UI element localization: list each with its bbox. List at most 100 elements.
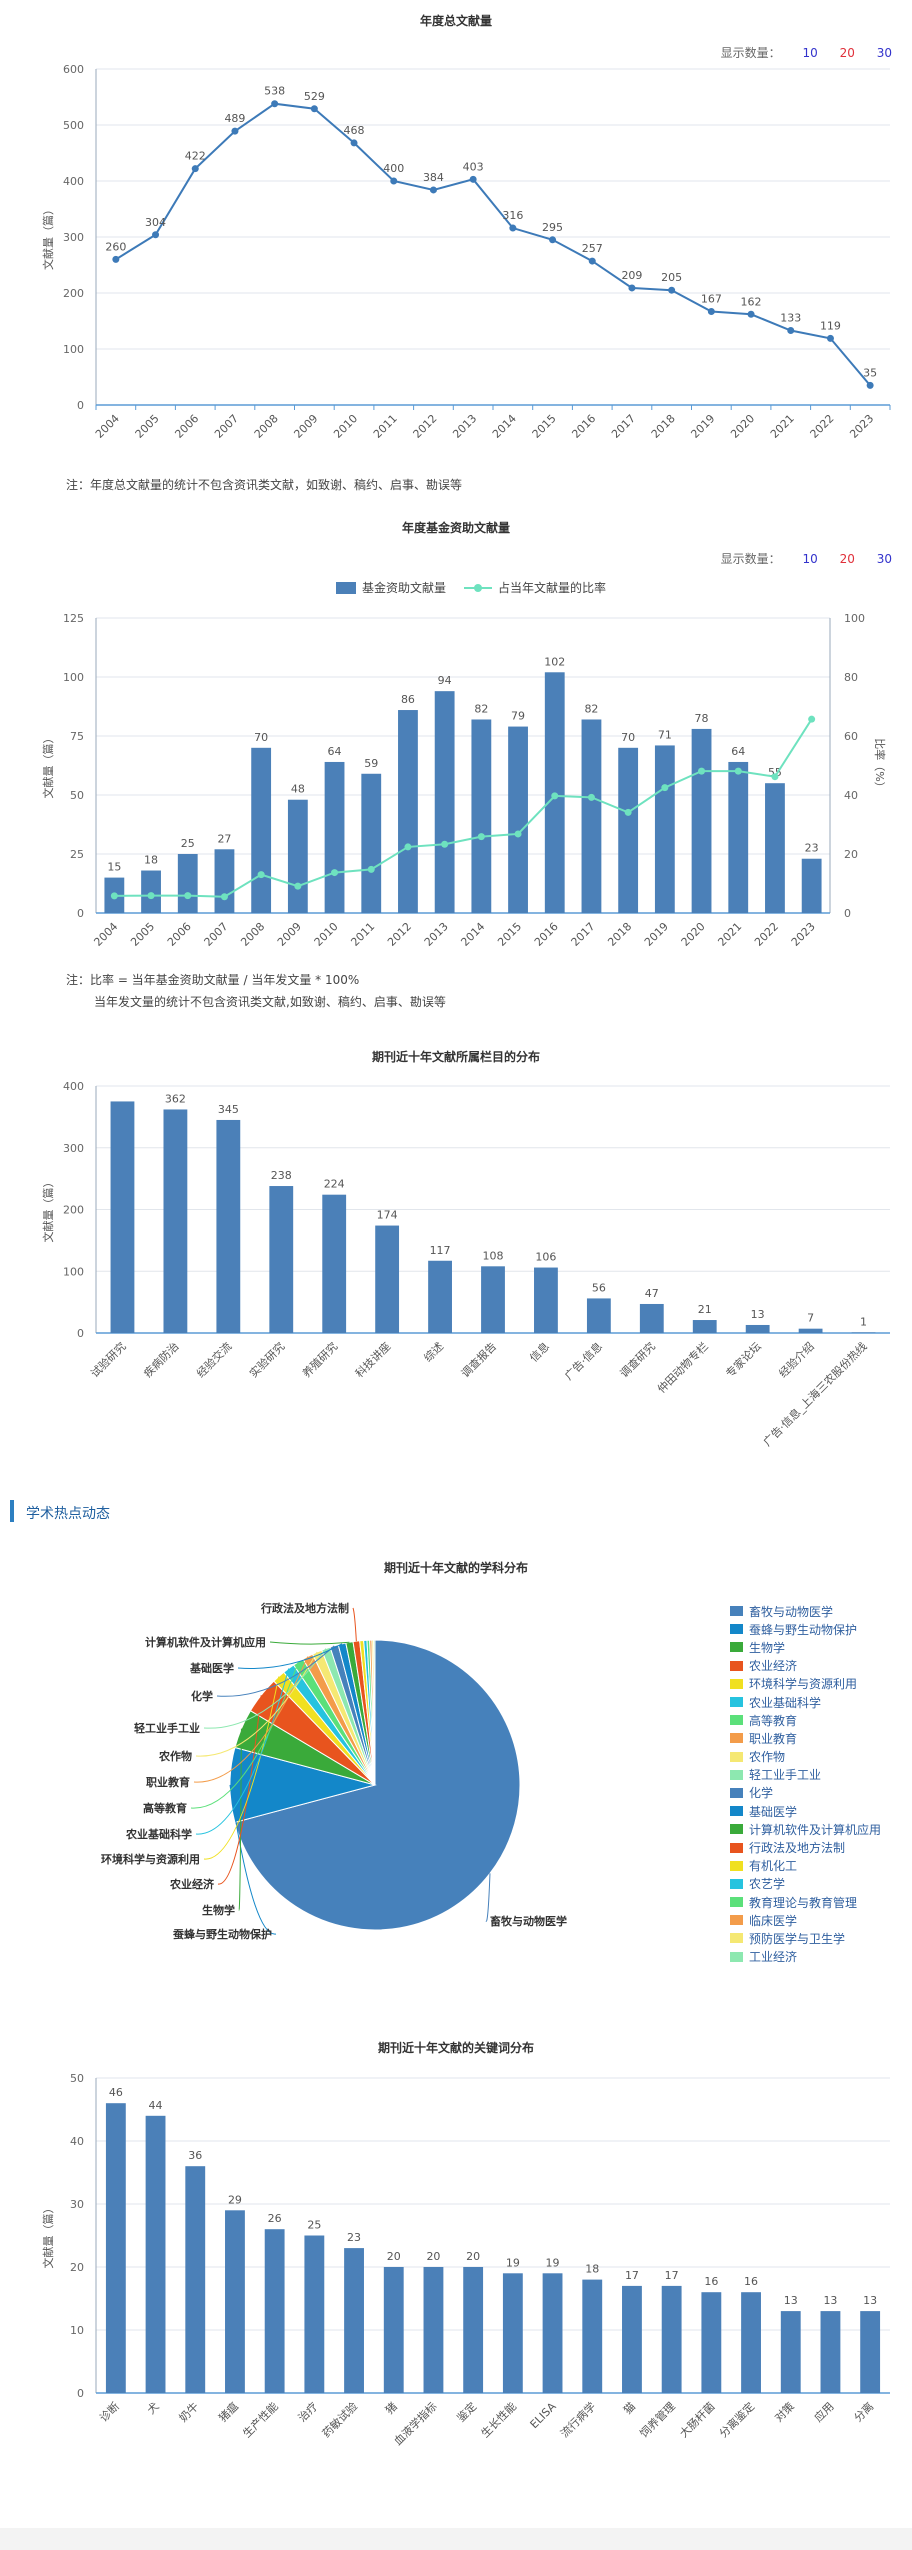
data-label: 257 xyxy=(582,242,603,255)
pie-label: 蚕蜂与野生动物保护 xyxy=(172,1927,272,1941)
legend-item[interactable]: 职业教育 xyxy=(730,1729,881,1747)
legend-swatch xyxy=(730,1715,743,1726)
legend-item[interactable]: 计算机软件及计算机应用 xyxy=(730,1820,881,1838)
bar-value-label: 23 xyxy=(805,842,819,855)
x-tick-label: 大肠杆菌 xyxy=(676,2399,717,2440)
y2-axis-label: 比率（%） xyxy=(873,738,887,792)
legend-label: 有机化工 xyxy=(749,1859,798,1874)
legend-swatch xyxy=(730,1897,743,1908)
data-label: 260 xyxy=(105,240,126,253)
bar-value-label: 70 xyxy=(254,731,268,744)
legend-label: 预防医学与卫生学 xyxy=(749,1931,846,1946)
bar-value-label: 20 xyxy=(387,2250,401,2263)
legend-item[interactable]: 生物学 xyxy=(730,1638,881,1656)
data-point xyxy=(191,165,199,173)
data-point xyxy=(668,286,676,294)
x-tick-label: 2010 xyxy=(331,412,360,441)
data-label: 119 xyxy=(820,319,841,332)
bar-value-label: 362 xyxy=(165,1092,186,1105)
bar xyxy=(471,719,492,913)
ratio-point xyxy=(771,773,779,781)
legend-label: 化学 xyxy=(749,1786,774,1801)
data-label: 489 xyxy=(224,112,245,125)
data-label: 403 xyxy=(463,160,484,173)
legend-item[interactable]: 行政法及地方法制 xyxy=(730,1838,881,1856)
bar-value-label: 71 xyxy=(658,728,672,741)
legend-item[interactable]: 教育理论与教育管理 xyxy=(730,1893,881,1911)
chart1-note: 注：年度总文献量的统计不包含资讯类文献，如致谢、稿约、启事、勘误等 xyxy=(66,478,463,492)
data-label: 384 xyxy=(423,171,444,184)
ratio-point xyxy=(624,808,632,816)
bar xyxy=(251,747,272,913)
display-count-30[interactable]: 30 xyxy=(876,46,892,60)
legend-item[interactable]: 蚕蜂与野生动物保护 xyxy=(730,1620,881,1638)
legend-item[interactable]: 临床医学 xyxy=(730,1911,881,1929)
legend-item[interactable]: 有机化工 xyxy=(730,1857,881,1875)
chart2-title: 年度基金资助文献量 xyxy=(401,521,510,535)
legend-item[interactable]: 畜牧与动物医学 xyxy=(730,1602,881,1620)
x-tick-label: 血液学指标 xyxy=(391,2399,440,2448)
y-tick-label: 125 xyxy=(63,612,84,625)
y-tick-label: 75 xyxy=(70,730,84,743)
bar xyxy=(691,728,712,913)
bar-value-label: 16 xyxy=(744,2275,758,2288)
pie-legend: 畜牧与动物医学 蚕蜂与野生动物保护 生物学 农业经济 环境科学与资源利用农业基础科学 高等… xyxy=(730,1602,881,1966)
legend-item[interactable]: 轻工业手工业 xyxy=(730,1766,881,1784)
bar xyxy=(481,1266,505,1333)
display-count-30[interactable]: 30 xyxy=(876,552,892,566)
x-tick-label: 2004 xyxy=(91,920,120,949)
legend-item[interactable]: 农业基础科学 xyxy=(730,1693,881,1711)
bar xyxy=(542,2273,563,2393)
column-distribution-bar-chart: 0 100 200 300 400 文献量（篇） 试验研究 362 疾病防治 345 经验交流 238… xyxy=(41,1080,890,1448)
chart2-note-line2: 当年发文量的统计不包含资讯类文献,如致谢、稿约、启事、勘误等 xyxy=(94,995,446,1009)
legend-item[interactable]: 基础医学 xyxy=(730,1802,881,1820)
legend-item[interactable]: 环境科学与资源利用 xyxy=(730,1675,881,1693)
x-tick-label: 诊断 xyxy=(97,2399,122,2424)
bar xyxy=(581,719,602,913)
bar xyxy=(344,2248,364,2393)
legend-item[interactable]: 农业经济 xyxy=(730,1657,881,1675)
legend-item[interactable]: 农艺学 xyxy=(730,1875,881,1893)
display-count-label: 显示数量： xyxy=(720,552,781,566)
pie-label: 高等教育 xyxy=(143,1801,187,1815)
display-count-10[interactable]: 10 xyxy=(802,46,818,60)
x-tick-label: 犬 xyxy=(144,2399,162,2417)
bar-value-label: 25 xyxy=(181,837,195,850)
data-label: 162 xyxy=(741,295,762,308)
y-tick-label: 400 xyxy=(63,175,84,188)
legend-item[interactable]: 农作物 xyxy=(730,1748,881,1766)
legend-item[interactable]: 预防医学与卫生学 xyxy=(730,1929,881,1947)
bar-value-label: 106 xyxy=(535,1251,556,1264)
x-tick-label: 信息 xyxy=(527,1339,552,1364)
display-count-20[interactable]: 20 xyxy=(839,552,855,566)
bar-value-label: 64 xyxy=(328,745,342,758)
ratio-point xyxy=(294,882,302,890)
bar-value-label: 27 xyxy=(217,832,231,845)
legend-item[interactable]: 化学 xyxy=(730,1784,881,1802)
pie-label: 农业基础科学 xyxy=(125,1827,192,1841)
bar-value-label: 19 xyxy=(546,2256,560,2269)
legend-marker-ratio xyxy=(474,584,482,592)
legend-swatch xyxy=(730,1642,743,1653)
ratio-point xyxy=(551,792,559,800)
legend-item[interactable]: 高等教育 xyxy=(730,1711,881,1729)
pie-leader-line xyxy=(217,1695,262,1885)
pie-leader-line xyxy=(237,1643,343,1669)
x-tick-label: 专家论坛 xyxy=(723,1339,764,1380)
display-count-20[interactable]: 20 xyxy=(839,46,855,60)
bar xyxy=(582,2279,603,2393)
bar xyxy=(185,2166,206,2393)
data-point xyxy=(866,381,874,389)
bar xyxy=(383,2267,404,2393)
legend-label: 农业基础科学 xyxy=(749,1695,822,1710)
bar-value-label: 13 xyxy=(784,2294,798,2307)
x-tick-label: 2020 xyxy=(679,920,708,949)
legend-item[interactable]: 工业经济 xyxy=(730,1948,881,1966)
x-tick-label: 2011 xyxy=(348,920,377,949)
display-count-10[interactable]: 10 xyxy=(802,552,818,566)
data-label: 167 xyxy=(701,292,722,305)
x-tick-label: 2004 xyxy=(93,412,122,441)
bar xyxy=(765,783,785,913)
x-tick-label: 2018 xyxy=(605,920,634,949)
pie-label: 基础医学 xyxy=(189,1661,234,1675)
